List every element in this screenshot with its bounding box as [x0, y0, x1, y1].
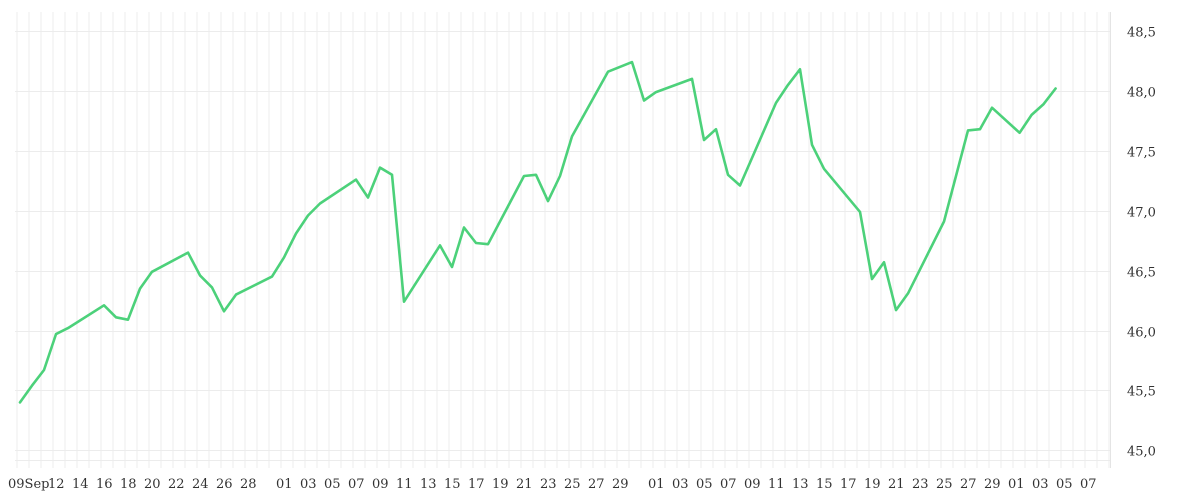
x-tick-label: 01 [648, 477, 665, 492]
x-tick-label: 25 [564, 477, 581, 492]
vertical-gridlines [16, 12, 1110, 468]
y-axis-ticks: 45,0 45,5 46,0 46,5 47,0 47,5 48,0 48,5 [1127, 26, 1156, 460]
x-tick-label: 11 [768, 477, 785, 492]
y-tick-label: 46,0 [1127, 326, 1156, 341]
horizontal-gridlines [15, 31, 1110, 461]
x-tick-label: 09 [372, 477, 389, 492]
x-tick-label: 23 [540, 477, 557, 492]
x-tick-label: 28 [240, 477, 257, 492]
x-tick-label: 01 [276, 477, 293, 492]
x-tick-label: 21 [516, 477, 533, 492]
x-tick-label: 24 [192, 477, 209, 492]
x-tick-label: 19 [492, 477, 509, 492]
x-tick-label: 13 [792, 477, 809, 492]
x-tick-label: 03 [672, 477, 689, 492]
x-tick-label: 07 [720, 477, 737, 492]
x-tick-label: 05 [1056, 477, 1073, 492]
x-tick-label: 29 [984, 477, 1001, 492]
x-tick-label: 19 [864, 477, 881, 492]
x-tick-label: 09Sep [8, 477, 49, 492]
x-tick-label: 18 [120, 477, 137, 492]
y-tick-label: 46,5 [1127, 266, 1156, 281]
x-tick-label: 07 [1080, 477, 1097, 492]
price-series-line [18, 60, 1057, 404]
x-tick-label: 27 [588, 477, 605, 492]
x-tick-label: 21 [888, 477, 905, 492]
x-tick-label: 15 [816, 477, 833, 492]
x-tick-label: 29 [612, 477, 629, 492]
x-tick-label: 16 [96, 477, 113, 492]
x-tick-label: 17 [840, 477, 857, 492]
x-tick-label: 23 [912, 477, 929, 492]
x-tick-label: 26 [216, 477, 233, 492]
x-tick-label: 01 [1008, 477, 1025, 492]
x-tick-label: 14 [72, 477, 89, 492]
x-tick-label: 20 [144, 477, 161, 492]
x-tick-label: 03 [1032, 477, 1049, 492]
y-tick-label: 45,0 [1127, 445, 1156, 460]
x-tick-label: 12 [48, 477, 65, 492]
x-tick-label: 13 [420, 477, 437, 492]
x-tick-label: 25 [936, 477, 953, 492]
x-tick-label: 11 [396, 477, 413, 492]
y-tick-label: 47,5 [1127, 146, 1156, 161]
x-tick-label: 05 [324, 477, 341, 492]
x-tick-label: 05 [696, 477, 713, 492]
x-tick-label: 15 [444, 477, 461, 492]
x-tick-label: 22 [168, 477, 185, 492]
x-tick-label: 03 [300, 477, 317, 492]
y-tick-label: 48,0 [1127, 86, 1156, 101]
x-tick-label: 17 [468, 477, 485, 492]
y-tick-label: 48,5 [1127, 26, 1156, 41]
x-tick-label: 07 [348, 477, 365, 492]
y-tick-label: 47,0 [1127, 206, 1156, 221]
y-tick-label: 45,5 [1127, 385, 1156, 400]
x-tick-label: 27 [960, 477, 977, 492]
x-tick-label: 09 [744, 477, 761, 492]
